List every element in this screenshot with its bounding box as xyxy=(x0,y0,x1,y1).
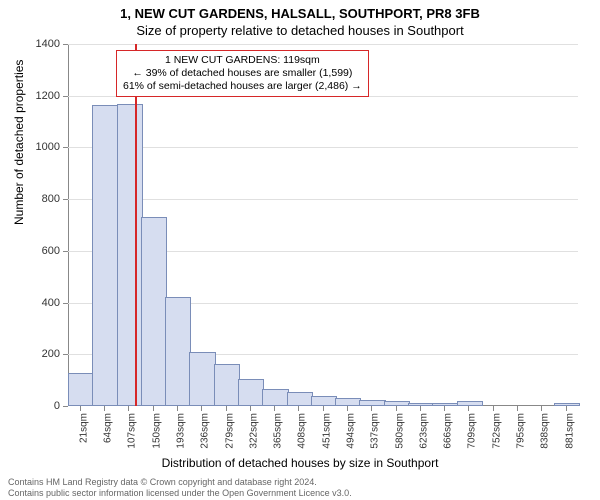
x-tick-label: 279sqm xyxy=(224,413,235,449)
y-tick-label: 600 xyxy=(42,245,68,257)
footer-attribution: Contains HM Land Registry data © Crown c… xyxy=(8,477,352,498)
histogram-bar xyxy=(359,400,385,406)
x-tick-label: 580sqm xyxy=(394,413,405,449)
gridline xyxy=(68,147,578,148)
x-tick xyxy=(396,406,397,411)
y-tick-label: 200 xyxy=(42,348,68,360)
x-tick-label: 666sqm xyxy=(443,413,454,449)
x-tick xyxy=(347,406,348,411)
histogram-bar xyxy=(165,297,191,406)
x-tick xyxy=(201,406,202,411)
x-tick-label: 21sqm xyxy=(78,413,89,443)
histogram-bar xyxy=(68,373,94,406)
x-tick xyxy=(128,406,129,411)
x-tick-label: 623sqm xyxy=(418,413,429,449)
y-tick-label: 1000 xyxy=(36,141,68,153)
y-tick-label: 800 xyxy=(42,193,68,205)
histogram-bar xyxy=(262,389,288,407)
callout-line-1: 1 NEW CUT GARDENS: 119sqm xyxy=(123,54,362,67)
x-tick-label: 107sqm xyxy=(127,413,138,449)
x-tick xyxy=(444,406,445,411)
x-tick-label: 150sqm xyxy=(151,413,162,449)
histogram-bar xyxy=(432,403,458,406)
histogram-bar xyxy=(287,392,313,406)
x-tick-label: 451sqm xyxy=(321,413,332,449)
x-tick-label: 881sqm xyxy=(564,413,575,449)
x-tick-label: 494sqm xyxy=(346,413,357,449)
plot-area: 020040060080010001200140021sqm64sqm107sq… xyxy=(68,44,578,406)
gridline xyxy=(68,44,578,45)
x-tick-label: 236sqm xyxy=(200,413,211,449)
x-tick xyxy=(226,406,227,411)
footer-line-2: Contains public sector information licen… xyxy=(8,488,352,498)
histogram-bar xyxy=(189,352,215,406)
x-tick xyxy=(80,406,81,411)
histogram-bar xyxy=(141,217,167,406)
chart-title-main: 1, NEW CUT GARDENS, HALSALL, SOUTHPORT, … xyxy=(0,0,600,21)
histogram-bar xyxy=(214,364,240,406)
x-tick xyxy=(493,406,494,411)
x-tick xyxy=(517,406,518,411)
x-tick-label: 64sqm xyxy=(103,413,114,443)
histogram-bar xyxy=(238,379,264,406)
histogram-bar xyxy=(117,104,143,406)
x-tick-label: 193sqm xyxy=(176,413,187,449)
gridline xyxy=(68,199,578,200)
x-tick-label: 795sqm xyxy=(516,413,527,449)
x-tick-label: 322sqm xyxy=(248,413,259,449)
x-tick xyxy=(566,406,567,411)
x-tick-label: 537sqm xyxy=(370,413,381,449)
y-tick-label: 1200 xyxy=(36,90,68,102)
x-tick xyxy=(420,406,421,411)
x-tick xyxy=(250,406,251,411)
x-tick-label: 752sqm xyxy=(491,413,502,449)
histogram-bar xyxy=(384,401,410,406)
histogram-bar xyxy=(92,105,118,406)
x-tick xyxy=(468,406,469,411)
x-tick xyxy=(274,406,275,411)
x-tick xyxy=(371,406,372,411)
x-tick xyxy=(541,406,542,411)
x-tick xyxy=(177,406,178,411)
x-tick xyxy=(323,406,324,411)
footer-line-1: Contains HM Land Registry data © Crown c… xyxy=(8,477,352,487)
histogram-bar xyxy=(554,403,580,406)
callout-line-2: ← 39% of detached houses are smaller (1,… xyxy=(123,67,362,80)
x-tick xyxy=(298,406,299,411)
histogram-bar xyxy=(457,401,483,406)
y-tick-label: 400 xyxy=(42,297,68,309)
x-tick-label: 709sqm xyxy=(467,413,478,449)
x-tick-label: 408sqm xyxy=(297,413,308,449)
y-axis-line xyxy=(68,44,69,406)
histogram-bar xyxy=(311,396,337,406)
x-tick xyxy=(153,406,154,411)
x-tick xyxy=(104,406,105,411)
y-axis-label: Number of detached properties xyxy=(12,60,26,225)
histogram-bar xyxy=(335,398,361,406)
histogram-bar xyxy=(408,403,434,406)
annotation-callout: 1 NEW CUT GARDENS: 119sqm ← 39% of detac… xyxy=(116,50,369,97)
y-tick-label: 0 xyxy=(54,400,68,412)
x-tick-label: 365sqm xyxy=(273,413,284,449)
x-tick-label: 838sqm xyxy=(540,413,551,449)
x-axis-label: Distribution of detached houses by size … xyxy=(0,456,600,470)
reference-line xyxy=(135,44,137,406)
y-tick-label: 1400 xyxy=(36,38,68,50)
callout-line-3: 61% of semi-detached houses are larger (… xyxy=(123,80,362,93)
chart-title-sub: Size of property relative to detached ho… xyxy=(0,21,600,38)
